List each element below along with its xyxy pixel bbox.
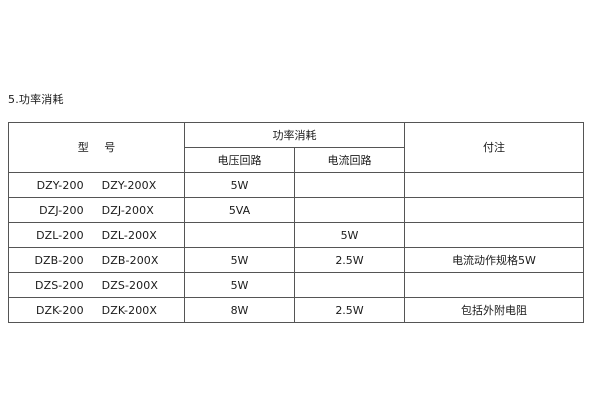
cell-remark: [404, 222, 584, 248]
cell-model: DZK-200 DZK-200X: [8, 297, 185, 323]
cell-current-circuit-value: 2.5W: [335, 303, 364, 317]
cell-current-circuit: 2.5W: [294, 247, 405, 273]
table-row: DZK-200 DZK-200X 8W 2.5W 包括外附电阻: [8, 297, 584, 323]
model-primary: DZS-200: [35, 278, 84, 292]
column-header-current-circuit-label: 电流回路: [327, 153, 372, 167]
table-row: DZB-200 DZB-200X 5W 2.5W 电流动作规格5W: [8, 247, 584, 273]
cell-voltage-circuit-value: 5W: [230, 178, 249, 192]
table-body: DZY-200 DZY-200X 5W: [8, 172, 584, 323]
column-header-model-label: 型 号: [77, 141, 122, 154]
model-primary: DZL-200: [36, 228, 84, 242]
page-title: 5.功率消耗: [8, 93, 64, 106]
power-consumption-table: 型 号 功率消耗 付注 电压回路 电流回路: [8, 122, 584, 323]
cell-voltage-circuit: 5W: [184, 247, 295, 273]
cell-current-circuit-value: 5W: [340, 228, 359, 242]
model-pair: DZJ-200 DZJ-200X: [9, 204, 184, 217]
column-header-remark: 付注: [404, 122, 584, 173]
table-row: DZY-200 DZY-200X 5W: [8, 172, 584, 198]
model-primary: DZB-200: [34, 253, 84, 267]
cell-remark: 电流动作规格5W: [404, 247, 584, 273]
table-row: DZS-200 DZS-200X 5W: [8, 272, 584, 298]
cell-current-circuit-value: 2.5W: [335, 253, 364, 267]
cell-current-circuit: [294, 172, 405, 198]
model-variant: DZY-200X: [101, 178, 157, 192]
table-row: DZJ-200 DZJ-200X 5VA: [8, 197, 584, 223]
cell-model: DZJ-200 DZJ-200X: [8, 197, 185, 223]
model-pair: DZK-200 DZK-200X: [9, 304, 184, 317]
cell-model: DZY-200 DZY-200X: [8, 172, 185, 198]
model-primary: DZJ-200: [39, 203, 84, 217]
cell-current-circuit: [294, 272, 405, 298]
cell-remark: [404, 172, 584, 198]
cell-voltage-circuit: 5VA: [184, 197, 295, 223]
table-row: DZL-200 DZL-200X 5W: [8, 222, 584, 248]
column-header-power-consumption-group-label: 功率消耗: [272, 128, 317, 142]
cell-current-circuit: [294, 197, 405, 223]
column-header-current-circuit: 电流回路: [294, 147, 405, 173]
model-variant: DZS-200X: [101, 278, 158, 292]
cell-voltage-circuit-value: 5W: [230, 278, 249, 292]
cell-voltage-circuit-value: 8W: [230, 303, 249, 317]
table-header-row-top: 型 号 功率消耗 付注: [8, 122, 584, 173]
cell-model: DZS-200 DZS-200X: [8, 272, 185, 298]
model-variant: DZL-200X: [101, 228, 157, 242]
cell-current-circuit: 2.5W: [294, 297, 405, 323]
cell-voltage-circuit: 5W: [184, 172, 295, 198]
cell-voltage-circuit: [184, 222, 295, 248]
cell-remark: [404, 272, 584, 298]
model-pair: DZY-200 DZY-200X: [9, 179, 184, 192]
model-primary: DZK-200: [35, 303, 84, 317]
cell-current-circuit: 5W: [294, 222, 405, 248]
cell-remark: [404, 197, 584, 223]
model-variant: DZJ-200X: [101, 203, 154, 217]
column-header-power-consumption-group: 功率消耗: [184, 122, 405, 148]
column-header-model: 型 号: [8, 122, 185, 173]
column-header-voltage-circuit: 电压回路: [184, 147, 295, 173]
table-header: 型 号 功率消耗 付注 电压回路 电流回路: [8, 122, 584, 173]
power-consumption-table-wrapper: 型 号 功率消耗 付注 电压回路 电流回路: [8, 122, 584, 323]
model-variant: DZB-200X: [101, 253, 159, 267]
column-header-remark-label: 付注: [483, 141, 505, 154]
cell-model: DZL-200 DZL-200X: [8, 222, 185, 248]
model-pair: DZS-200 DZS-200X: [9, 279, 184, 292]
cell-voltage-circuit: 8W: [184, 297, 295, 323]
cell-voltage-circuit-value: 5VA: [228, 203, 251, 217]
table-header-row-sub: 电压回路 电流回路: [9, 147, 584, 173]
model-pair: DZB-200 DZB-200X: [9, 254, 184, 267]
column-header-voltage-circuit-label: 电压回路: [217, 153, 262, 167]
model-primary: DZY-200: [36, 178, 84, 192]
cell-remark-value: 电流动作规格5W: [452, 253, 536, 267]
cell-voltage-circuit-value: 5W: [230, 253, 249, 267]
cell-remark: 包括外附电阻: [404, 297, 584, 323]
cell-voltage-circuit: 5W: [184, 272, 295, 298]
cell-remark-value: 包括外附电阻: [461, 303, 527, 317]
model-pair: DZL-200 DZL-200X: [9, 229, 184, 242]
model-variant: DZK-200X: [101, 303, 158, 317]
cell-model: DZB-200 DZB-200X: [8, 247, 185, 273]
